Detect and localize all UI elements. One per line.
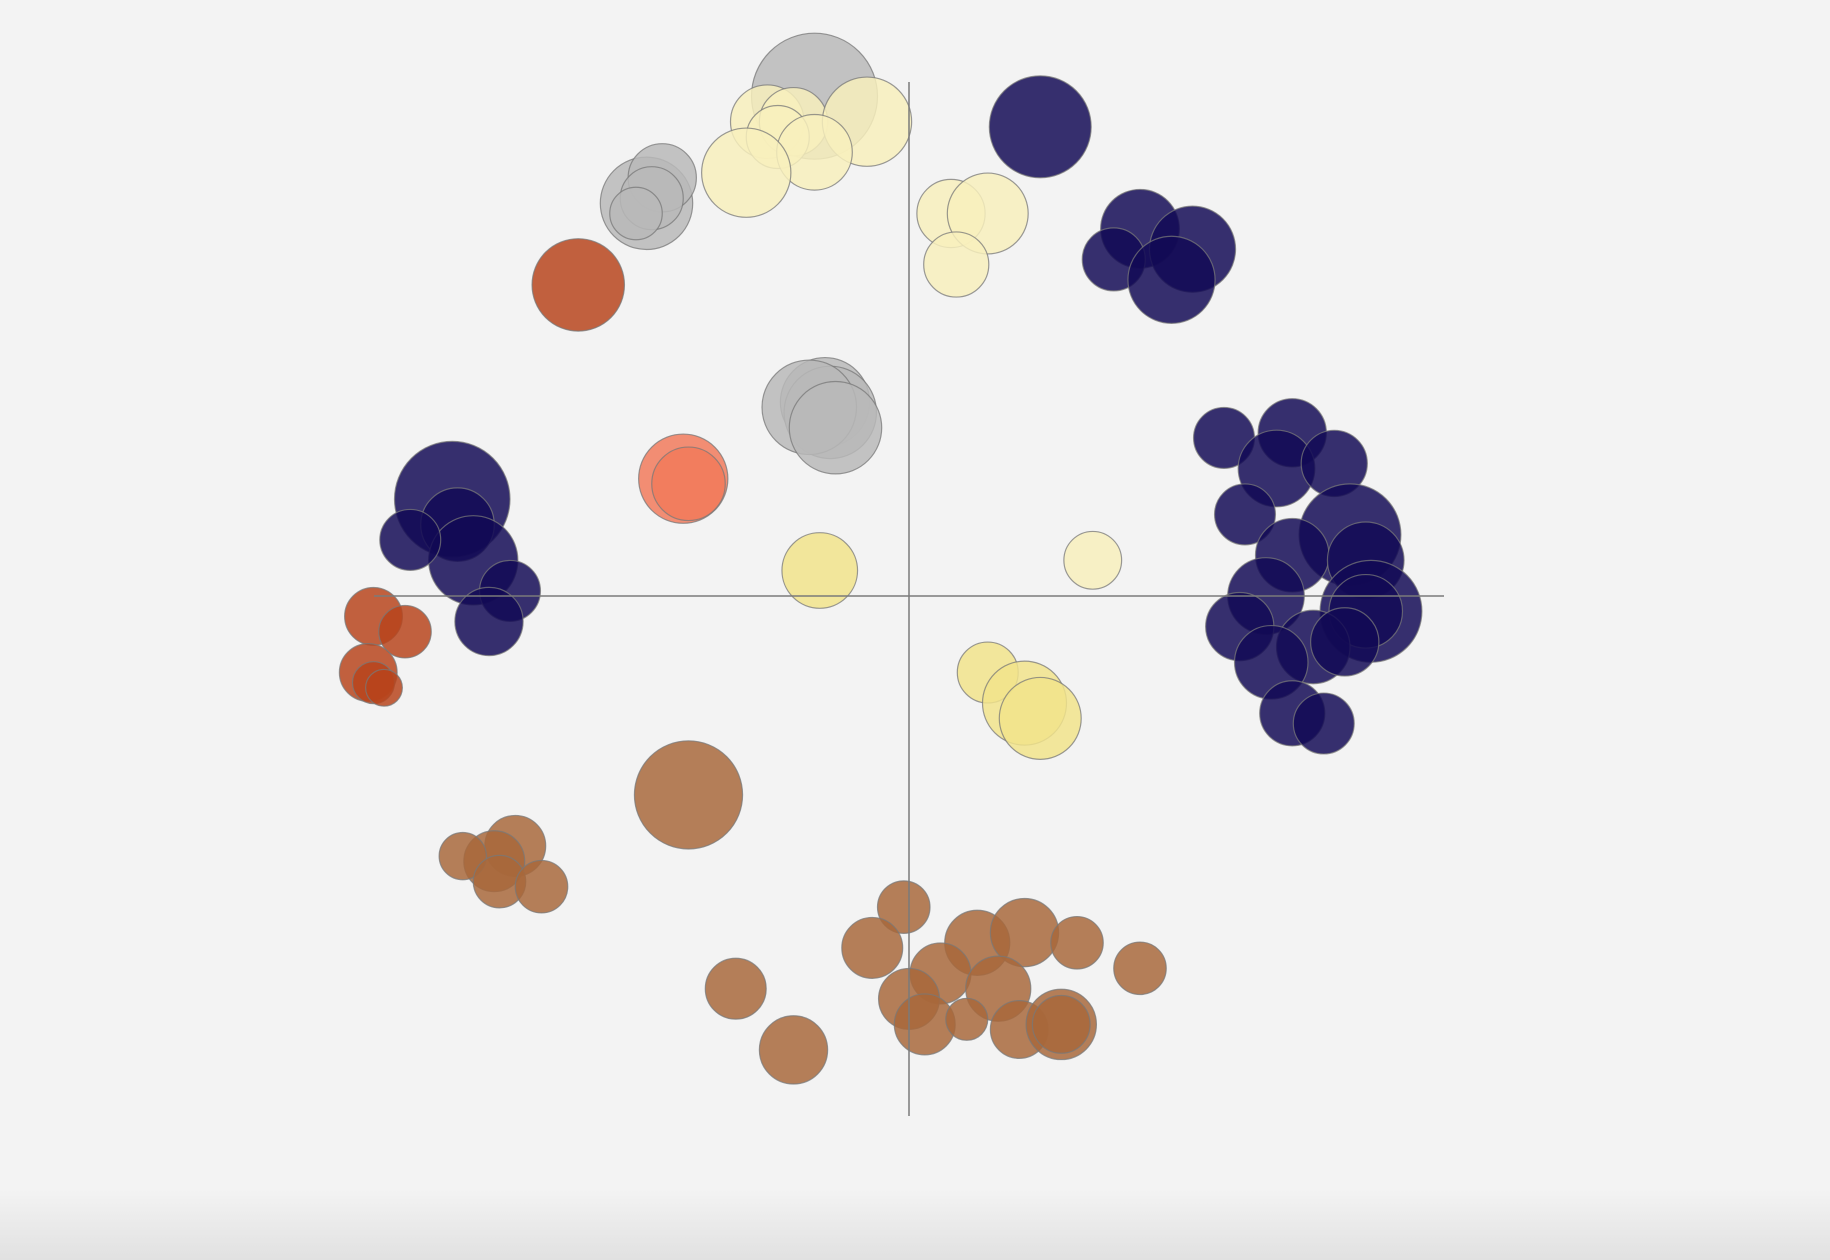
bubble-brown[interactable]: [1050, 915, 1104, 970]
bubble-brown[interactable]: [704, 957, 767, 1020]
bubble-navy[interactable]: [988, 75, 1092, 179]
bottom-shadow: [0, 1190, 1830, 1260]
bubble-brown[interactable]: [1113, 941, 1167, 996]
bubble-cream[interactable]: [923, 231, 990, 298]
bubble-brown[interactable]: [1031, 994, 1091, 1054]
bubble-yellow[interactable]: [781, 532, 859, 609]
bubble-rust[interactable]: [378, 604, 432, 659]
bubble-gray[interactable]: [609, 186, 663, 241]
bubble-yellow[interactable]: [998, 676, 1082, 760]
bubble-navy[interactable]: [1213, 483, 1277, 546]
bubble-layer: [338, 32, 1423, 1085]
bubble-cream[interactable]: [1063, 530, 1123, 590]
bubble-rust[interactable]: [531, 238, 626, 332]
bubble-brown[interactable]: [876, 880, 931, 934]
bubble-brown[interactable]: [945, 997, 989, 1041]
bubble-brown[interactable]: [758, 1015, 829, 1085]
bubble-rust[interactable]: [365, 668, 403, 707]
bubble-navy[interactable]: [379, 508, 442, 571]
bubble-navy[interactable]: [1127, 235, 1216, 324]
bubble-brown[interactable]: [514, 859, 569, 914]
bubble-navy[interactable]: [1292, 692, 1355, 755]
bubble-coral[interactable]: [651, 446, 726, 522]
bubble-navy[interactable]: [454, 586, 524, 657]
bubble-brown[interactable]: [841, 916, 904, 979]
bubble-navy[interactable]: [1310, 607, 1380, 677]
bubble-gray[interactable]: [788, 380, 883, 475]
bubble-cream[interactable]: [701, 127, 792, 218]
bubble-brown[interactable]: [438, 831, 487, 881]
bubble-brown[interactable]: [633, 740, 744, 850]
